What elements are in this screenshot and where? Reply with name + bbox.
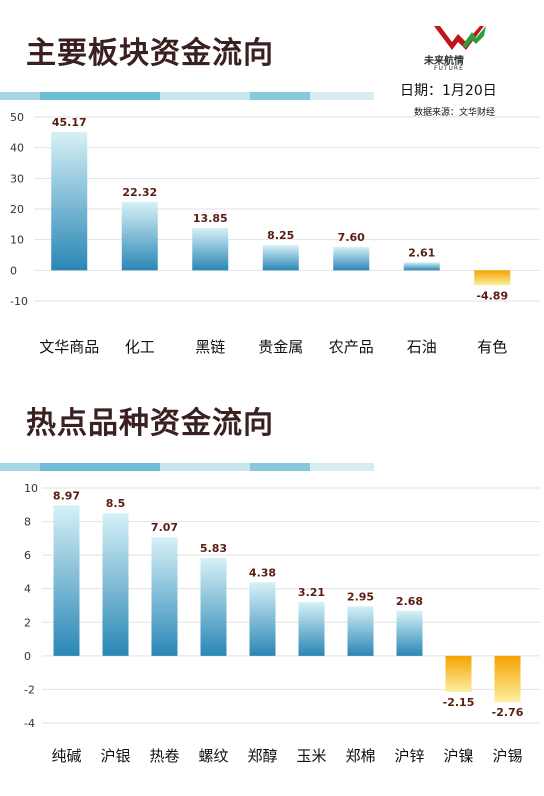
- bar-沪锌: [396, 610, 423, 656]
- x-tick-label: 石油: [407, 338, 437, 356]
- data-label: 5.83: [200, 542, 227, 555]
- bar-郑醇: [249, 582, 276, 656]
- data-label: 8.97: [53, 489, 80, 502]
- date-line: 日期：1月20日: [400, 80, 497, 100]
- logo-brand-text: 未来航情: [424, 56, 464, 67]
- y-tick-label: 0: [10, 264, 17, 277]
- data-label: 7.07: [151, 521, 178, 534]
- bar-黑链: [192, 227, 229, 271]
- x-tick-label: 沪银: [100, 747, 130, 765]
- data-label: -4.89: [476, 289, 508, 302]
- bar-玉米: [298, 601, 325, 656]
- y-tick-label: 40: [10, 142, 24, 155]
- x-tick-label: 沪镍: [443, 747, 473, 765]
- y-tick-label: 20: [10, 203, 24, 216]
- date-value: 1月20日: [442, 83, 497, 99]
- x-tick-label: 沪锡: [492, 747, 522, 765]
- x-tick-label: 文华商品: [39, 338, 99, 356]
- y-tick-label: 4: [24, 583, 31, 596]
- bar-农产品: [333, 247, 370, 271]
- y-tick-label: 10: [10, 234, 24, 247]
- x-tick-label: 热卷: [149, 747, 179, 765]
- data-label: 2.68: [396, 595, 423, 608]
- bar-石油: [403, 262, 440, 271]
- y-tick-label: 30: [10, 172, 24, 185]
- x-tick-label: 纯碱: [51, 747, 81, 765]
- bar-沪锡: [494, 655, 521, 703]
- data-label: -2.76: [492, 706, 524, 719]
- source-line: 数据来源：文华财经: [414, 105, 495, 118]
- data-label: 7.60: [338, 231, 365, 244]
- hot-variety-flow-chart: -4 -2 0 2 4 6 8 10 8.97 纯碱 8.5 沪银 7.07 热卷 5.83 螺纹 4.38 郑醇…: [24, 482, 540, 765]
- logo-sub-text: FUTURE: [434, 65, 464, 72]
- data-label: 8.25: [267, 229, 294, 242]
- y-tick-label: 50: [10, 111, 24, 124]
- bar-沪镍: [445, 655, 472, 692]
- data-label: 13.85: [193, 212, 228, 225]
- section-title-hot: 热点品种资金流向: [26, 406, 274, 441]
- decor-stripe-bottom: [0, 463, 374, 471]
- bar-热卷: [151, 537, 178, 656]
- bar-郑棉: [347, 606, 374, 656]
- bar-纯碱: [53, 505, 80, 656]
- bar-螺纹: [200, 557, 227, 656]
- data-label: 22.32: [122, 186, 157, 199]
- x-tick-label: 郑醇: [247, 747, 277, 765]
- data-label: 4.38: [249, 566, 276, 579]
- source-label: 数据来源：: [414, 108, 460, 118]
- logo-icon: [428, 20, 490, 70]
- bar-化工: [121, 201, 158, 271]
- x-tick-label: 黑链: [195, 338, 225, 356]
- sector-flow-chart: -10 0 10 20 30 40 50 45.17 文华商品 22.32 化工 13.85 黑链 8.2…: [10, 111, 540, 356]
- data-label: 2.61: [408, 246, 435, 259]
- x-tick-label: 沪锌: [394, 747, 424, 765]
- y-tick-label: 6: [24, 549, 31, 562]
- y-tick-label: 10: [24, 482, 38, 495]
- y-tick-label: 0: [24, 650, 31, 663]
- y-tick-label: 2: [24, 616, 31, 629]
- x-tick-label: 贵金属: [258, 338, 303, 356]
- x-tick-label: 螺纹: [198, 747, 228, 765]
- x-tick-label: 郑棉: [345, 747, 375, 765]
- data-label: 3.21: [298, 586, 325, 599]
- x-tick-label: 化工: [125, 338, 155, 356]
- y-tick-label: -2: [24, 683, 35, 696]
- data-label: 8.5: [106, 497, 126, 510]
- bar-有色: [474, 270, 511, 286]
- x-tick-label: 农产品: [329, 338, 374, 356]
- bar-沪银: [102, 513, 129, 656]
- page-title: 主要板块资金流向: [26, 36, 274, 71]
- source-value: 文华财经: [459, 108, 496, 118]
- data-label: -2.15: [443, 696, 475, 709]
- y-tick-label: 8: [24, 516, 31, 529]
- x-tick-label: 有色: [477, 338, 507, 356]
- decor-stripe-top: [0, 92, 374, 100]
- bar-贵金属: [262, 245, 299, 271]
- x-tick-label: 玉米: [296, 747, 326, 765]
- bar-文华商品: [51, 131, 88, 271]
- date-label: 日期：: [400, 83, 442, 99]
- y-tick-label: -10: [10, 295, 28, 308]
- data-label: 2.95: [347, 590, 374, 603]
- y-tick-label: -4: [24, 717, 35, 730]
- data-label: 45.17: [52, 116, 87, 129]
